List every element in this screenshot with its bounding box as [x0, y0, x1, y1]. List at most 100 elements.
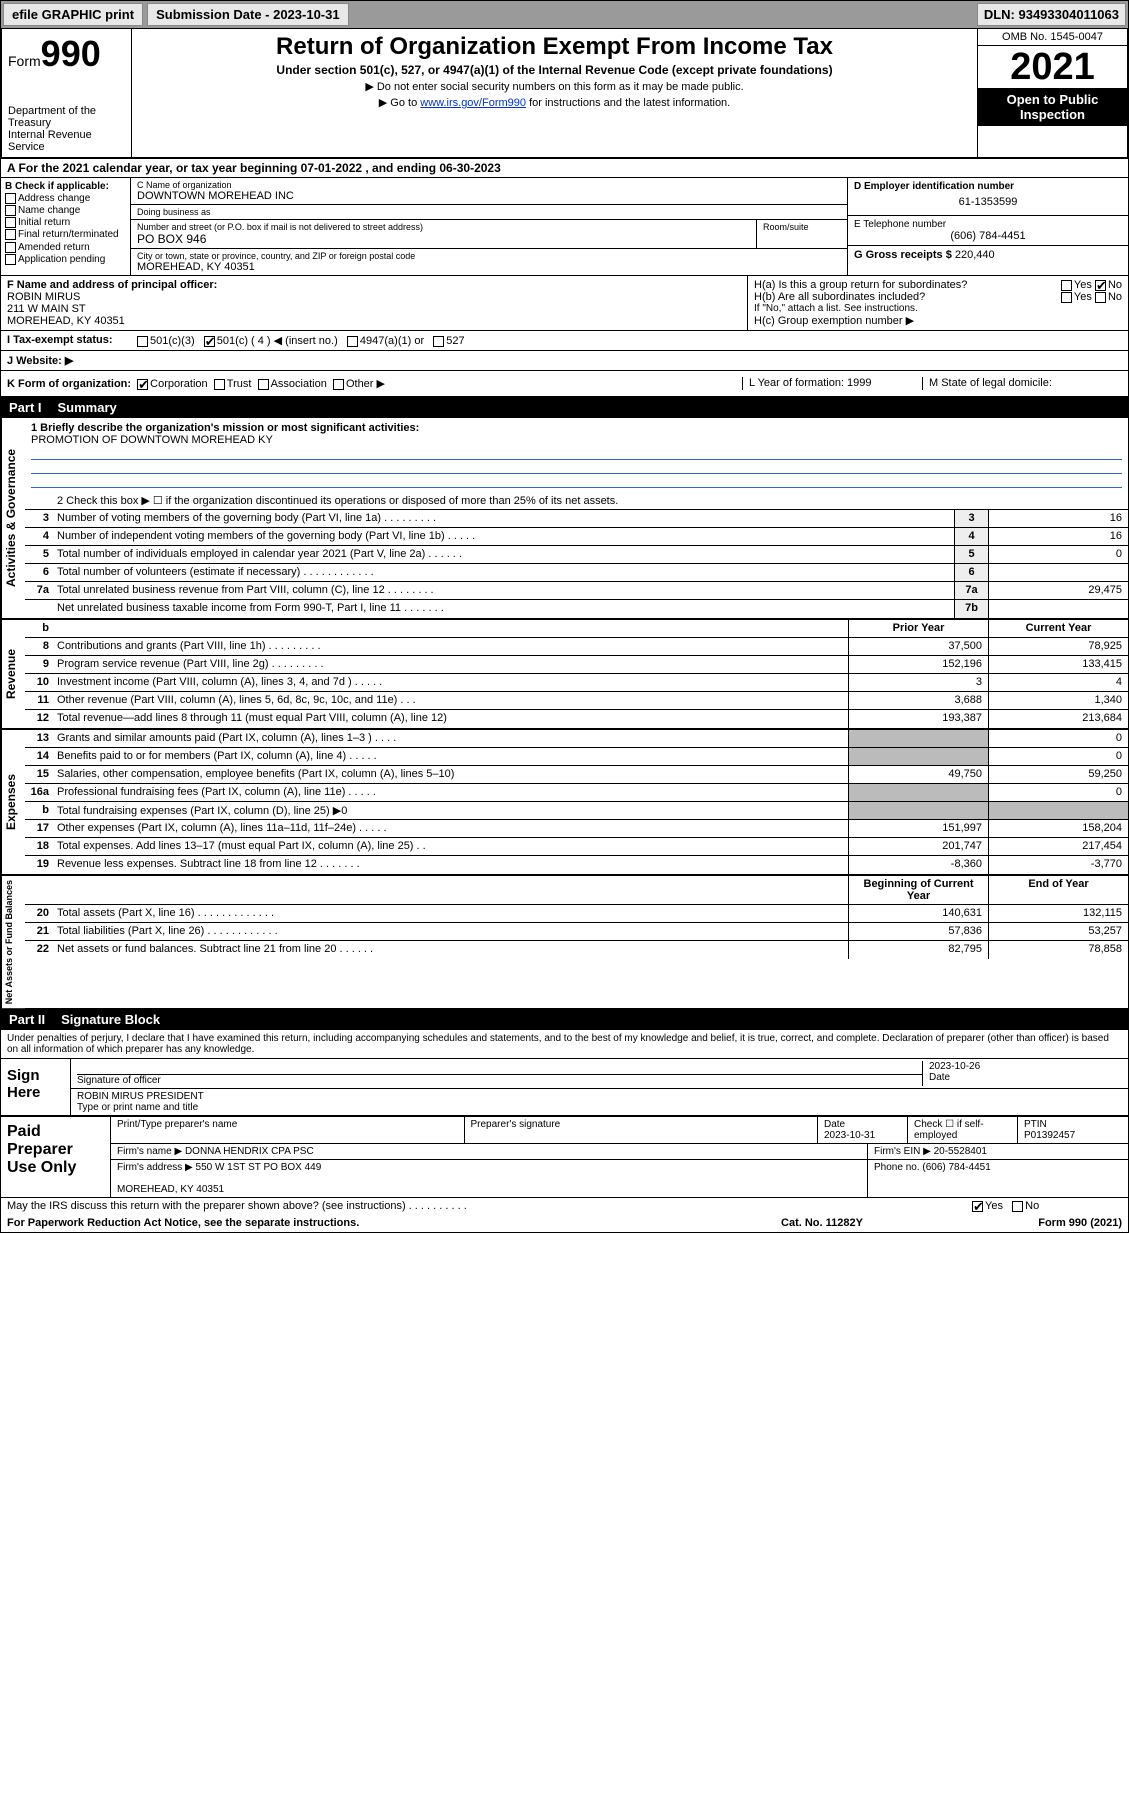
note-link: ▶ Go to www.irs.gov/Form990 for instruct… [138, 96, 971, 109]
group-return: H(a) Is this a group return for subordin… [748, 276, 1128, 330]
cb-name-change[interactable]: Name change [5, 205, 126, 216]
gross-label: G Gross receipts $ [854, 249, 952, 261]
discuss-yes[interactable]: Yes [985, 1200, 1003, 1212]
website-label: J Website: ▶ [7, 354, 137, 367]
table-row: 17Other expenses (Part IX, column (A), l… [25, 820, 1128, 838]
room-suite-label: Room/suite [757, 220, 847, 248]
gross-value: 220,440 [955, 249, 995, 261]
opt-501c[interactable]: 501(c) ( 4 ) ◀ (insert no.) [217, 335, 338, 347]
part1-title: Summary [58, 400, 117, 415]
table-row: 8Contributions and grants (Part VIII, li… [25, 638, 1128, 656]
side-expenses: Expenses [1, 730, 25, 874]
preparer-label: Paid Preparer Use Only [1, 1117, 111, 1197]
dln-label: DLN: 93493304011063 [977, 3, 1126, 26]
tax-exempt-opts: 501(c)(3) 501(c) ( 4 ) ◀ (insert no.) 49… [137, 334, 1122, 347]
addr-label: Number and street (or P.O. box if mail i… [137, 222, 750, 232]
signature-block: Under penalties of perjury, I declare th… [0, 1030, 1129, 1198]
form-header: Form990 Department of the Treasury Inter… [0, 29, 1129, 159]
officer-addr1: 211 W MAIN ST [7, 303, 741, 315]
table-row: 20Total assets (Part X, line 16) . . . .… [25, 905, 1128, 923]
table-row: 5Total number of individuals employed in… [25, 546, 1128, 564]
note-pre: ▶ Go to [379, 97, 420, 109]
header-left: Form990 Department of the Treasury Inter… [2, 29, 132, 157]
rev-hdr-cy: Current Year [988, 620, 1128, 637]
opt-527[interactable]: 527 [446, 335, 464, 347]
state-domicile: M State of legal domicile: [922, 377, 1122, 390]
prep-selfemp: Check ☐ if self-employed [908, 1117, 1018, 1143]
phone-value: (606) 784-4451 [854, 230, 1122, 242]
table-row: 6Total number of volunteers (estimate if… [25, 564, 1128, 582]
form-title: Return of Organization Exempt From Incom… [138, 33, 971, 61]
irs-link[interactable]: www.irs.gov/Form990 [420, 97, 526, 109]
city-label: City or town, state or province, country… [137, 251, 841, 261]
table-row: bTotal fundraising expenses (Part IX, co… [25, 802, 1128, 820]
block-bcdg: B Check if applicable: Address change Na… [0, 178, 1129, 276]
side-net: Net Assets or Fund Balances [1, 876, 25, 1008]
hb-label: H(b) Are all subordinates included? [754, 291, 925, 303]
row-klm: K Form of organization: Corporation Trus… [0, 371, 1129, 397]
hb-note: If "No," attach a list. See instructions… [754, 303, 1122, 314]
prep-firm-addr: Firm's address ▶ 550 W 1ST ST PO BOX 449… [111, 1160, 868, 1197]
efile-print-button[interactable]: efile GRAPHIC print [3, 3, 143, 26]
sig-date: 2023-10-26 [929, 1061, 1122, 1072]
table-row: 16aProfessional fundraising fees (Part I… [25, 784, 1128, 802]
officer-name: ROBIN MIRUS [7, 291, 741, 303]
org-name: DOWNTOWN MOREHEAD INC [137, 190, 841, 202]
k-assoc[interactable]: Association [271, 378, 327, 390]
org-name-label: C Name of organization [137, 180, 841, 190]
form-label: Form [8, 53, 41, 69]
cb-address-change[interactable]: Address change [5, 193, 126, 204]
officer-label: F Name and address of principal officer: [7, 279, 741, 291]
cb-app-pending[interactable]: Application pending [5, 254, 126, 265]
note-ssn: ▶ Do not enter social security numbers o… [138, 80, 971, 93]
city-value: MOREHEAD, KY 40351 [137, 261, 841, 273]
form-num: 990 [41, 33, 101, 74]
form-number: Form990 [8, 33, 125, 75]
opt-4947[interactable]: 4947(a)(1) or [360, 335, 424, 347]
omb-number: OMB No. 1545-0047 [978, 29, 1127, 46]
opt-501c3[interactable]: 501(c)(3) [150, 335, 195, 347]
prep-firm-name: Firm's name ▶ DONNA HENDRIX CPA PSC [111, 1144, 868, 1159]
cb-amended[interactable]: Amended return [5, 242, 126, 253]
dba-label: Doing business as [137, 207, 841, 217]
part1-label: Part I [9, 400, 42, 415]
col-b-checkboxes: B Check if applicable: Address change Na… [1, 178, 131, 275]
part2-title: Signature Block [61, 1012, 160, 1027]
sig-name-label: Type or print name and title [77, 1102, 1122, 1113]
cb-initial-return[interactable]: Initial return [5, 217, 126, 228]
top-bar: efile GRAPHIC print Submission Date - 20… [0, 0, 1129, 29]
ein-value: 61-1353599 [854, 192, 1122, 212]
table-row: 9Program service revenue (Part VIII, lin… [25, 656, 1128, 674]
k-other[interactable]: Other ▶ [346, 378, 385, 390]
prep-date: Date 2023-10-31 [818, 1117, 908, 1143]
header-mid: Return of Organization Exempt From Incom… [132, 29, 977, 157]
col-deg: D Employer identification number 61-1353… [848, 178, 1128, 275]
tax-exempt-label: I Tax-exempt status: [7, 334, 137, 347]
table-row: 3Number of voting members of the governi… [25, 510, 1128, 528]
discuss-no[interactable]: No [1025, 1200, 1039, 1212]
prep-name-lbl: Print/Type preparer's name [111, 1117, 465, 1143]
line2-discontinued: 2 Check this box ▶ ☐ if the organization… [53, 492, 1128, 509]
part2-header: Part II Signature Block [0, 1009, 1129, 1030]
table-row: 10Investment income (Part VIII, column (… [25, 674, 1128, 692]
footer-form: Form 990 (2021) [922, 1217, 1122, 1229]
ha-label: H(a) Is this a group return for subordin… [754, 279, 967, 291]
ha-no[interactable]: No [1108, 279, 1122, 291]
preparer-block: Paid Preparer Use Only Print/Type prepar… [1, 1115, 1128, 1197]
k-trust[interactable]: Trust [227, 378, 252, 390]
footer-paperwork: For Paperwork Reduction Act Notice, see … [7, 1217, 722, 1229]
col-c-org-info: C Name of organization DOWNTOWN MOREHEAD… [131, 178, 848, 275]
table-row: 18Total expenses. Add lines 13–17 (must … [25, 838, 1128, 856]
side-governance: Activities & Governance [1, 418, 25, 618]
officer-addr2: MOREHEAD, KY 40351 [7, 315, 741, 327]
part1-header: Part I Summary [0, 397, 1129, 418]
sig-name: ROBIN MIRUS PRESIDENT [77, 1091, 1122, 1102]
prep-firm-phone: Phone no. (606) 784-4451 [868, 1160, 1128, 1197]
cb-final-return[interactable]: Final return/terminated [5, 229, 126, 240]
form-subtitle: Under section 501(c), 527, or 4947(a)(1)… [138, 63, 971, 77]
ha-yes[interactable]: Yes [1074, 279, 1092, 291]
discuss-question: May the IRS discuss this return with the… [7, 1200, 972, 1212]
k-corp[interactable]: Corporation [150, 378, 207, 390]
phone-label: E Telephone number [854, 219, 1122, 230]
year-formation: L Year of formation: 1999 [742, 377, 922, 390]
